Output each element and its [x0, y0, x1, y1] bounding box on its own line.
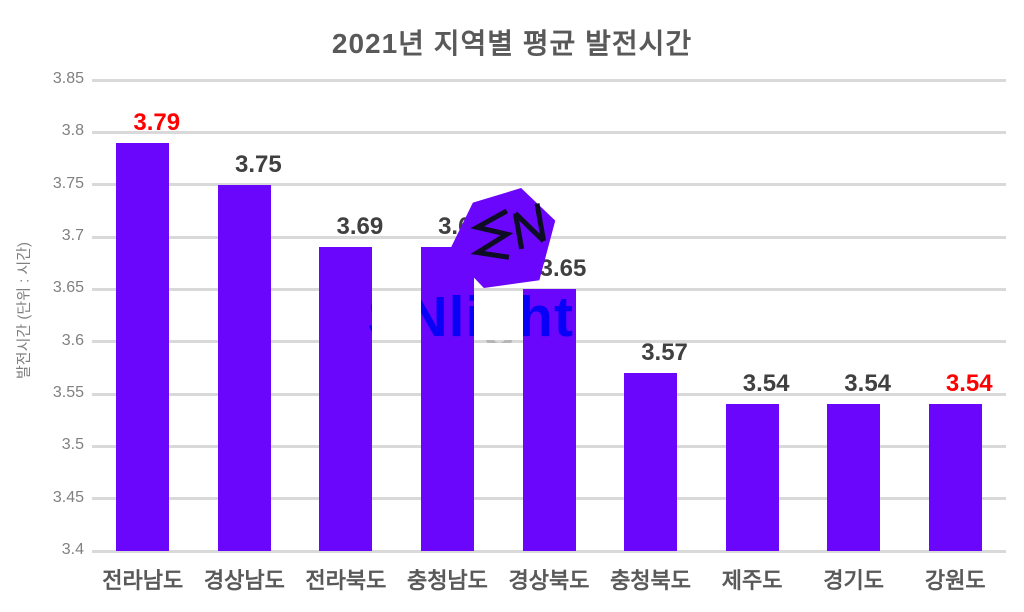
x-tick-label: 제주도 — [721, 568, 783, 593]
bar-value-label: 3.75 — [234, 150, 282, 178]
y-tick-label: 3.7 — [61, 227, 84, 244]
bar — [217, 184, 271, 551]
gridline — [92, 549, 1006, 553]
bar-value-label: 3.54 — [945, 370, 993, 398]
y-tick-label: 3.55 — [52, 384, 84, 401]
bar — [624, 373, 678, 551]
gridline — [92, 183, 1006, 187]
bar-value-label: 3.57 — [641, 339, 688, 367]
gridline — [92, 130, 1006, 134]
bar-value-label: 3.54 — [844, 370, 892, 398]
x-tick-label: 충청남도 — [406, 568, 488, 593]
bar-value-label: 3.65 — [539, 255, 587, 283]
x-tick-label: 경기도 — [823, 568, 885, 593]
x-tick-label: 전라북도 — [305, 568, 387, 593]
y-tick-label: 3.4 — [61, 541, 84, 558]
gridline — [92, 78, 1006, 82]
x-tick-label: 전라남도 — [102, 568, 184, 593]
y-tick-label: 3.5 — [61, 436, 84, 454]
bar — [319, 247, 373, 551]
y-tick-label: 3.6 — [61, 331, 84, 349]
x-tick-label: 강원도 — [924, 568, 986, 593]
bar — [827, 404, 881, 551]
chart-title: 2021년 지역별 평균 발전시간 — [331, 28, 693, 59]
y-tick-label: 3.65 — [52, 279, 84, 297]
watermark-text: SNlighten — [367, 285, 643, 349]
bar-value-label: 3.79 — [133, 108, 181, 136]
bar — [420, 247, 474, 551]
bar — [116, 142, 170, 551]
x-tick-label: 충청북도 — [610, 568, 692, 593]
bar — [928, 404, 982, 551]
x-tick-label: 경상남도 — [203, 568, 285, 593]
y-tick-label: 3.85 — [52, 70, 84, 87]
watermark-hexagon-logo — [449, 188, 556, 289]
y-tick-label: 3.45 — [52, 488, 84, 506]
bar — [725, 404, 779, 551]
bar-value-label: 3.69 — [336, 213, 384, 241]
x-tick-label: 경상북도 — [508, 568, 590, 593]
bar — [522, 289, 576, 551]
bar-value-label: 3.54 — [742, 370, 790, 398]
y-tick-label: 3.75 — [52, 174, 84, 192]
y-tick-label: 3.8 — [61, 122, 84, 140]
